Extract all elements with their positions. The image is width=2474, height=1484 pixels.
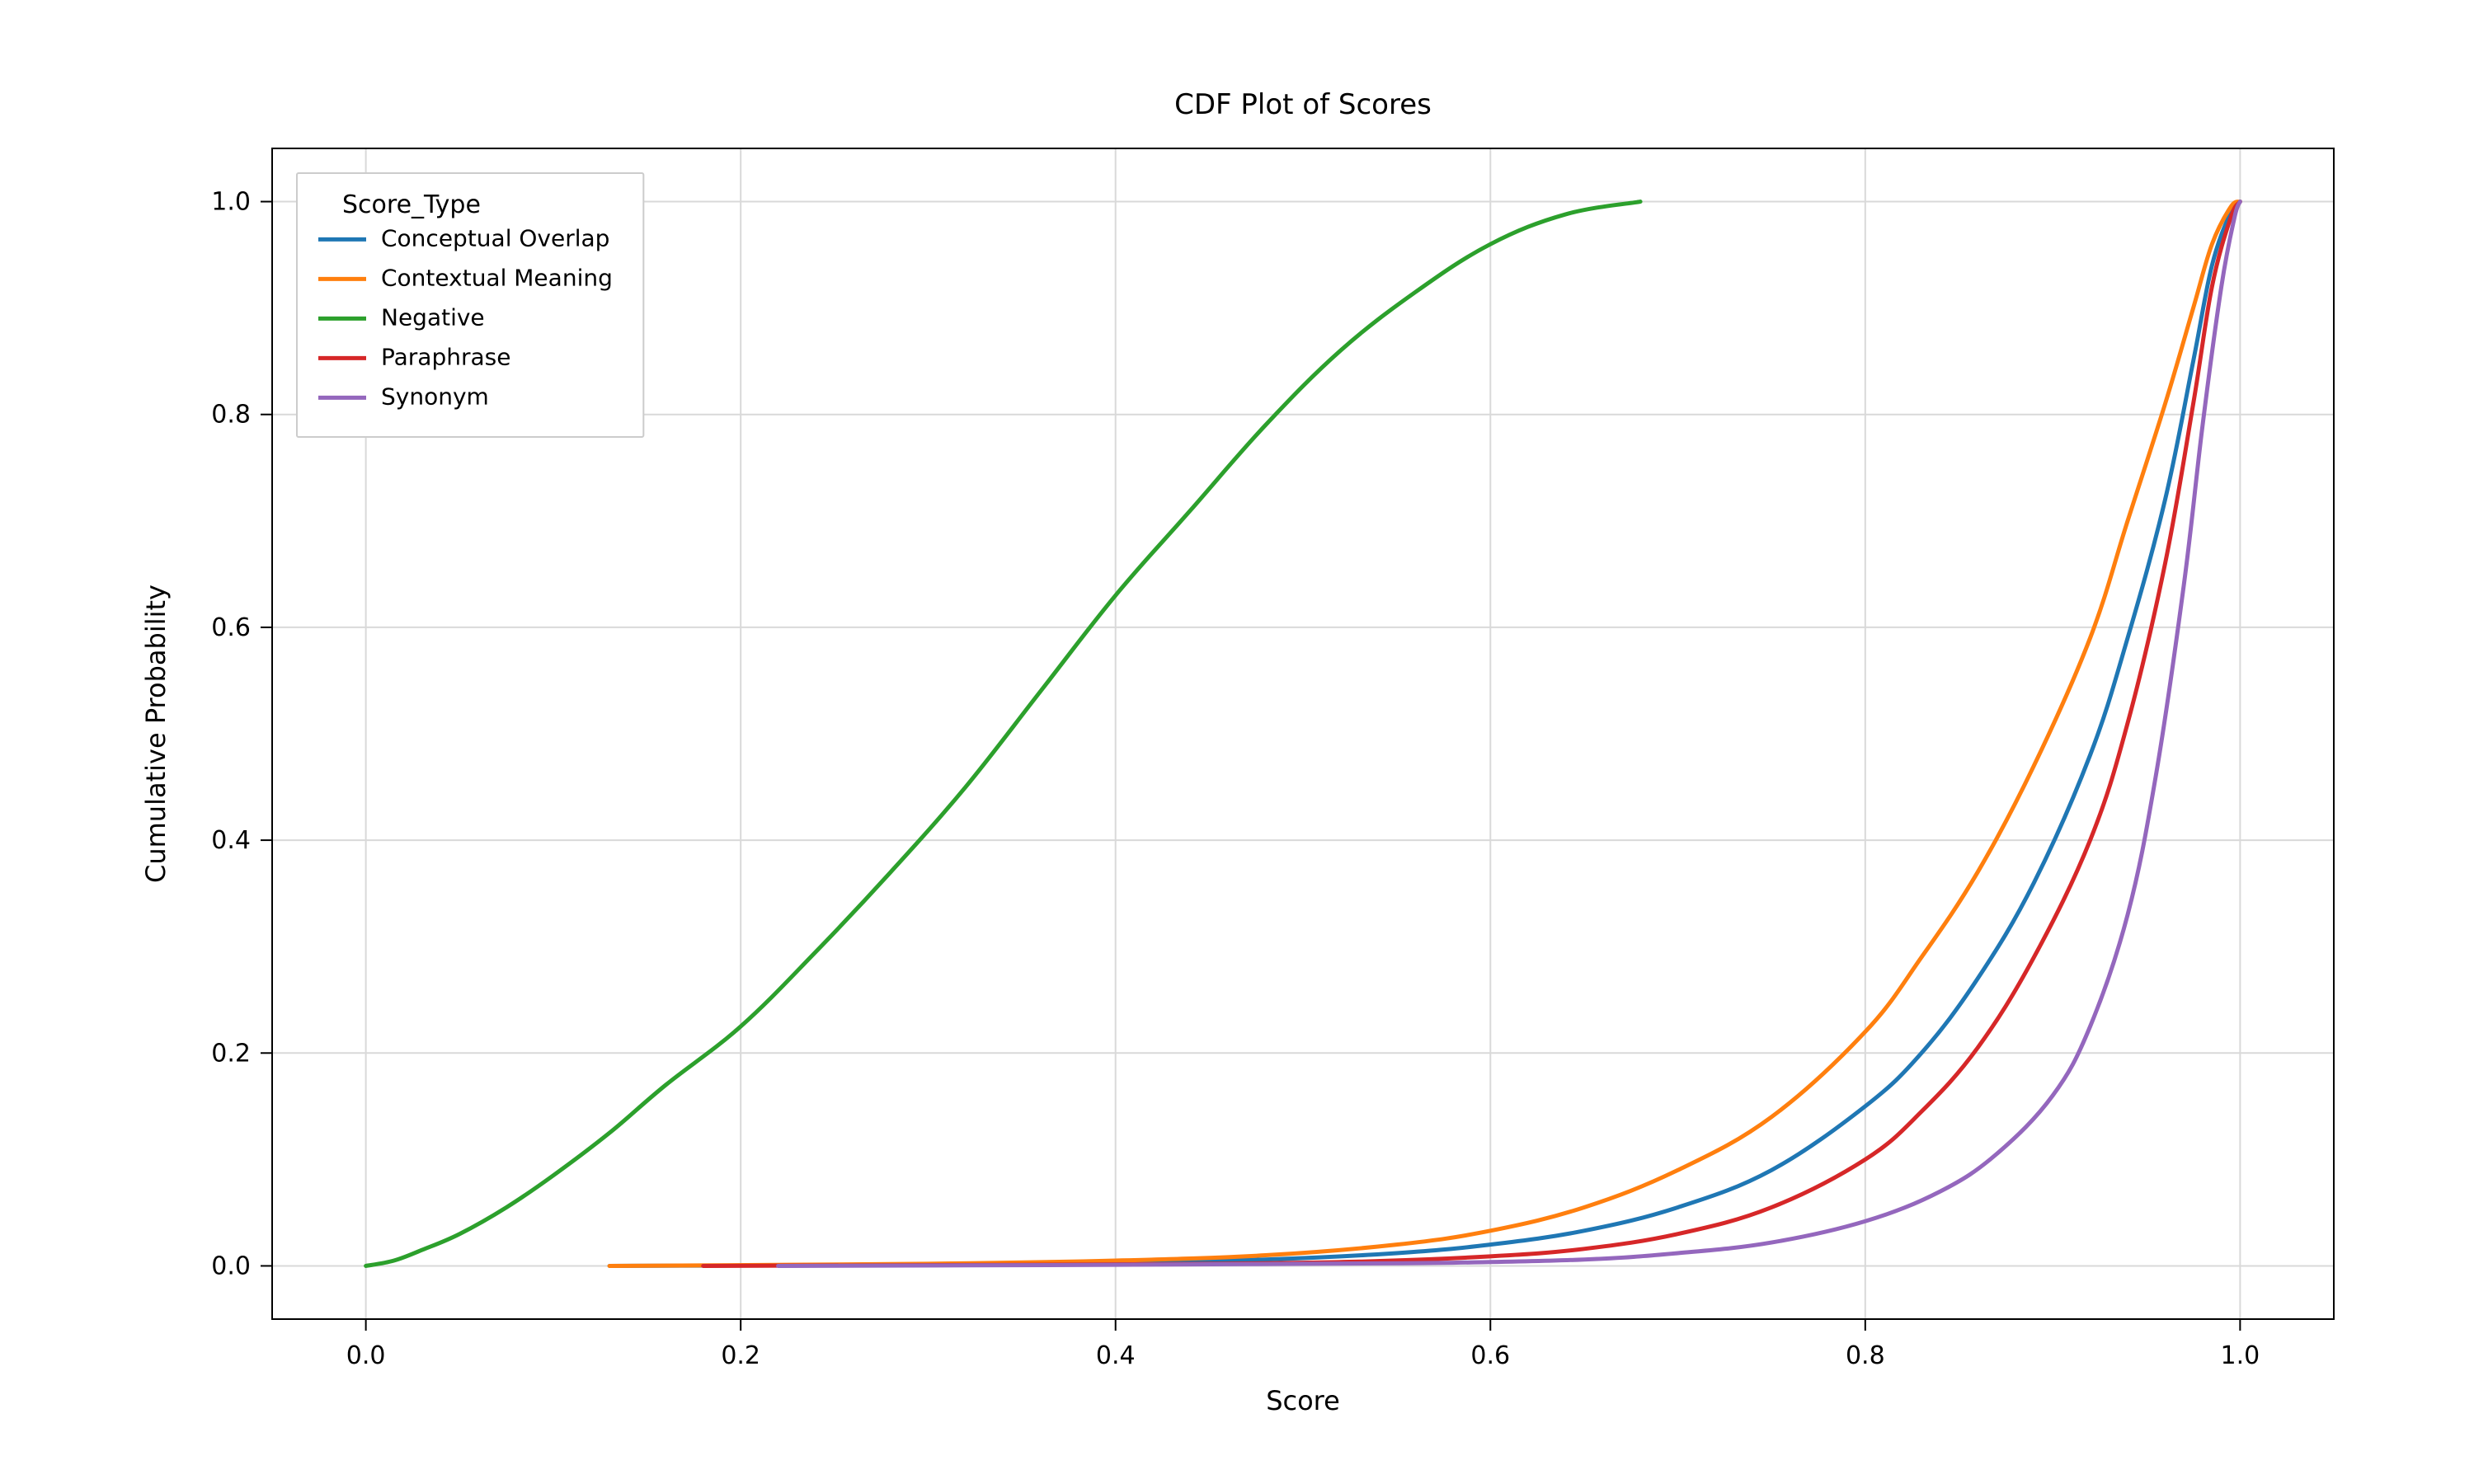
y-tick-label: 0.8 (211, 401, 251, 430)
y-tick-label: 0.4 (211, 826, 251, 855)
x-tick-label: 0.2 (721, 1341, 760, 1370)
legend-item-label: Negative (381, 303, 485, 331)
legend: Score_Type Conceptual Overlap Contextual M… (297, 173, 643, 437)
chart-title: CDF Plot of Scores (1174, 88, 1432, 121)
x-axis-label: Score (1266, 1385, 1340, 1416)
x-tick-label: 0.8 (1846, 1341, 1885, 1370)
x-tick-label: 1.0 (2221, 1341, 2260, 1370)
legend-item-label: Contextual Meaning (381, 264, 613, 291)
legend-title: Score_Type (342, 190, 481, 219)
x-tick-label: 0.4 (1096, 1341, 1136, 1370)
y-axis-label: Cumulative Probability (140, 585, 172, 883)
legend-item-label: Paraphrase (381, 343, 510, 370)
x-tick-label: 0.0 (346, 1341, 386, 1370)
y-tick-label: 0.6 (211, 613, 251, 642)
chart-container: 0.0 0.2 0.4 0.6 0.8 1.0 0.0 0.2 0.4 0.6 0.8 1.0 Scor… (0, 0, 2474, 1484)
y-tick-label: 0.0 (211, 1252, 251, 1280)
legend-item-label: Synonym (381, 383, 489, 410)
cdf-chart: 0.0 0.2 0.4 0.6 0.8 1.0 0.0 0.2 0.4 0.6 0.8 1.0 Scor… (0, 0, 2474, 1484)
x-tick-label: 0.6 (1470, 1341, 1510, 1370)
legend-item-label: Conceptual Overlap (381, 224, 609, 251)
y-tick-label: 1.0 (211, 188, 251, 217)
y-tick-label: 0.2 (211, 1039, 251, 1068)
